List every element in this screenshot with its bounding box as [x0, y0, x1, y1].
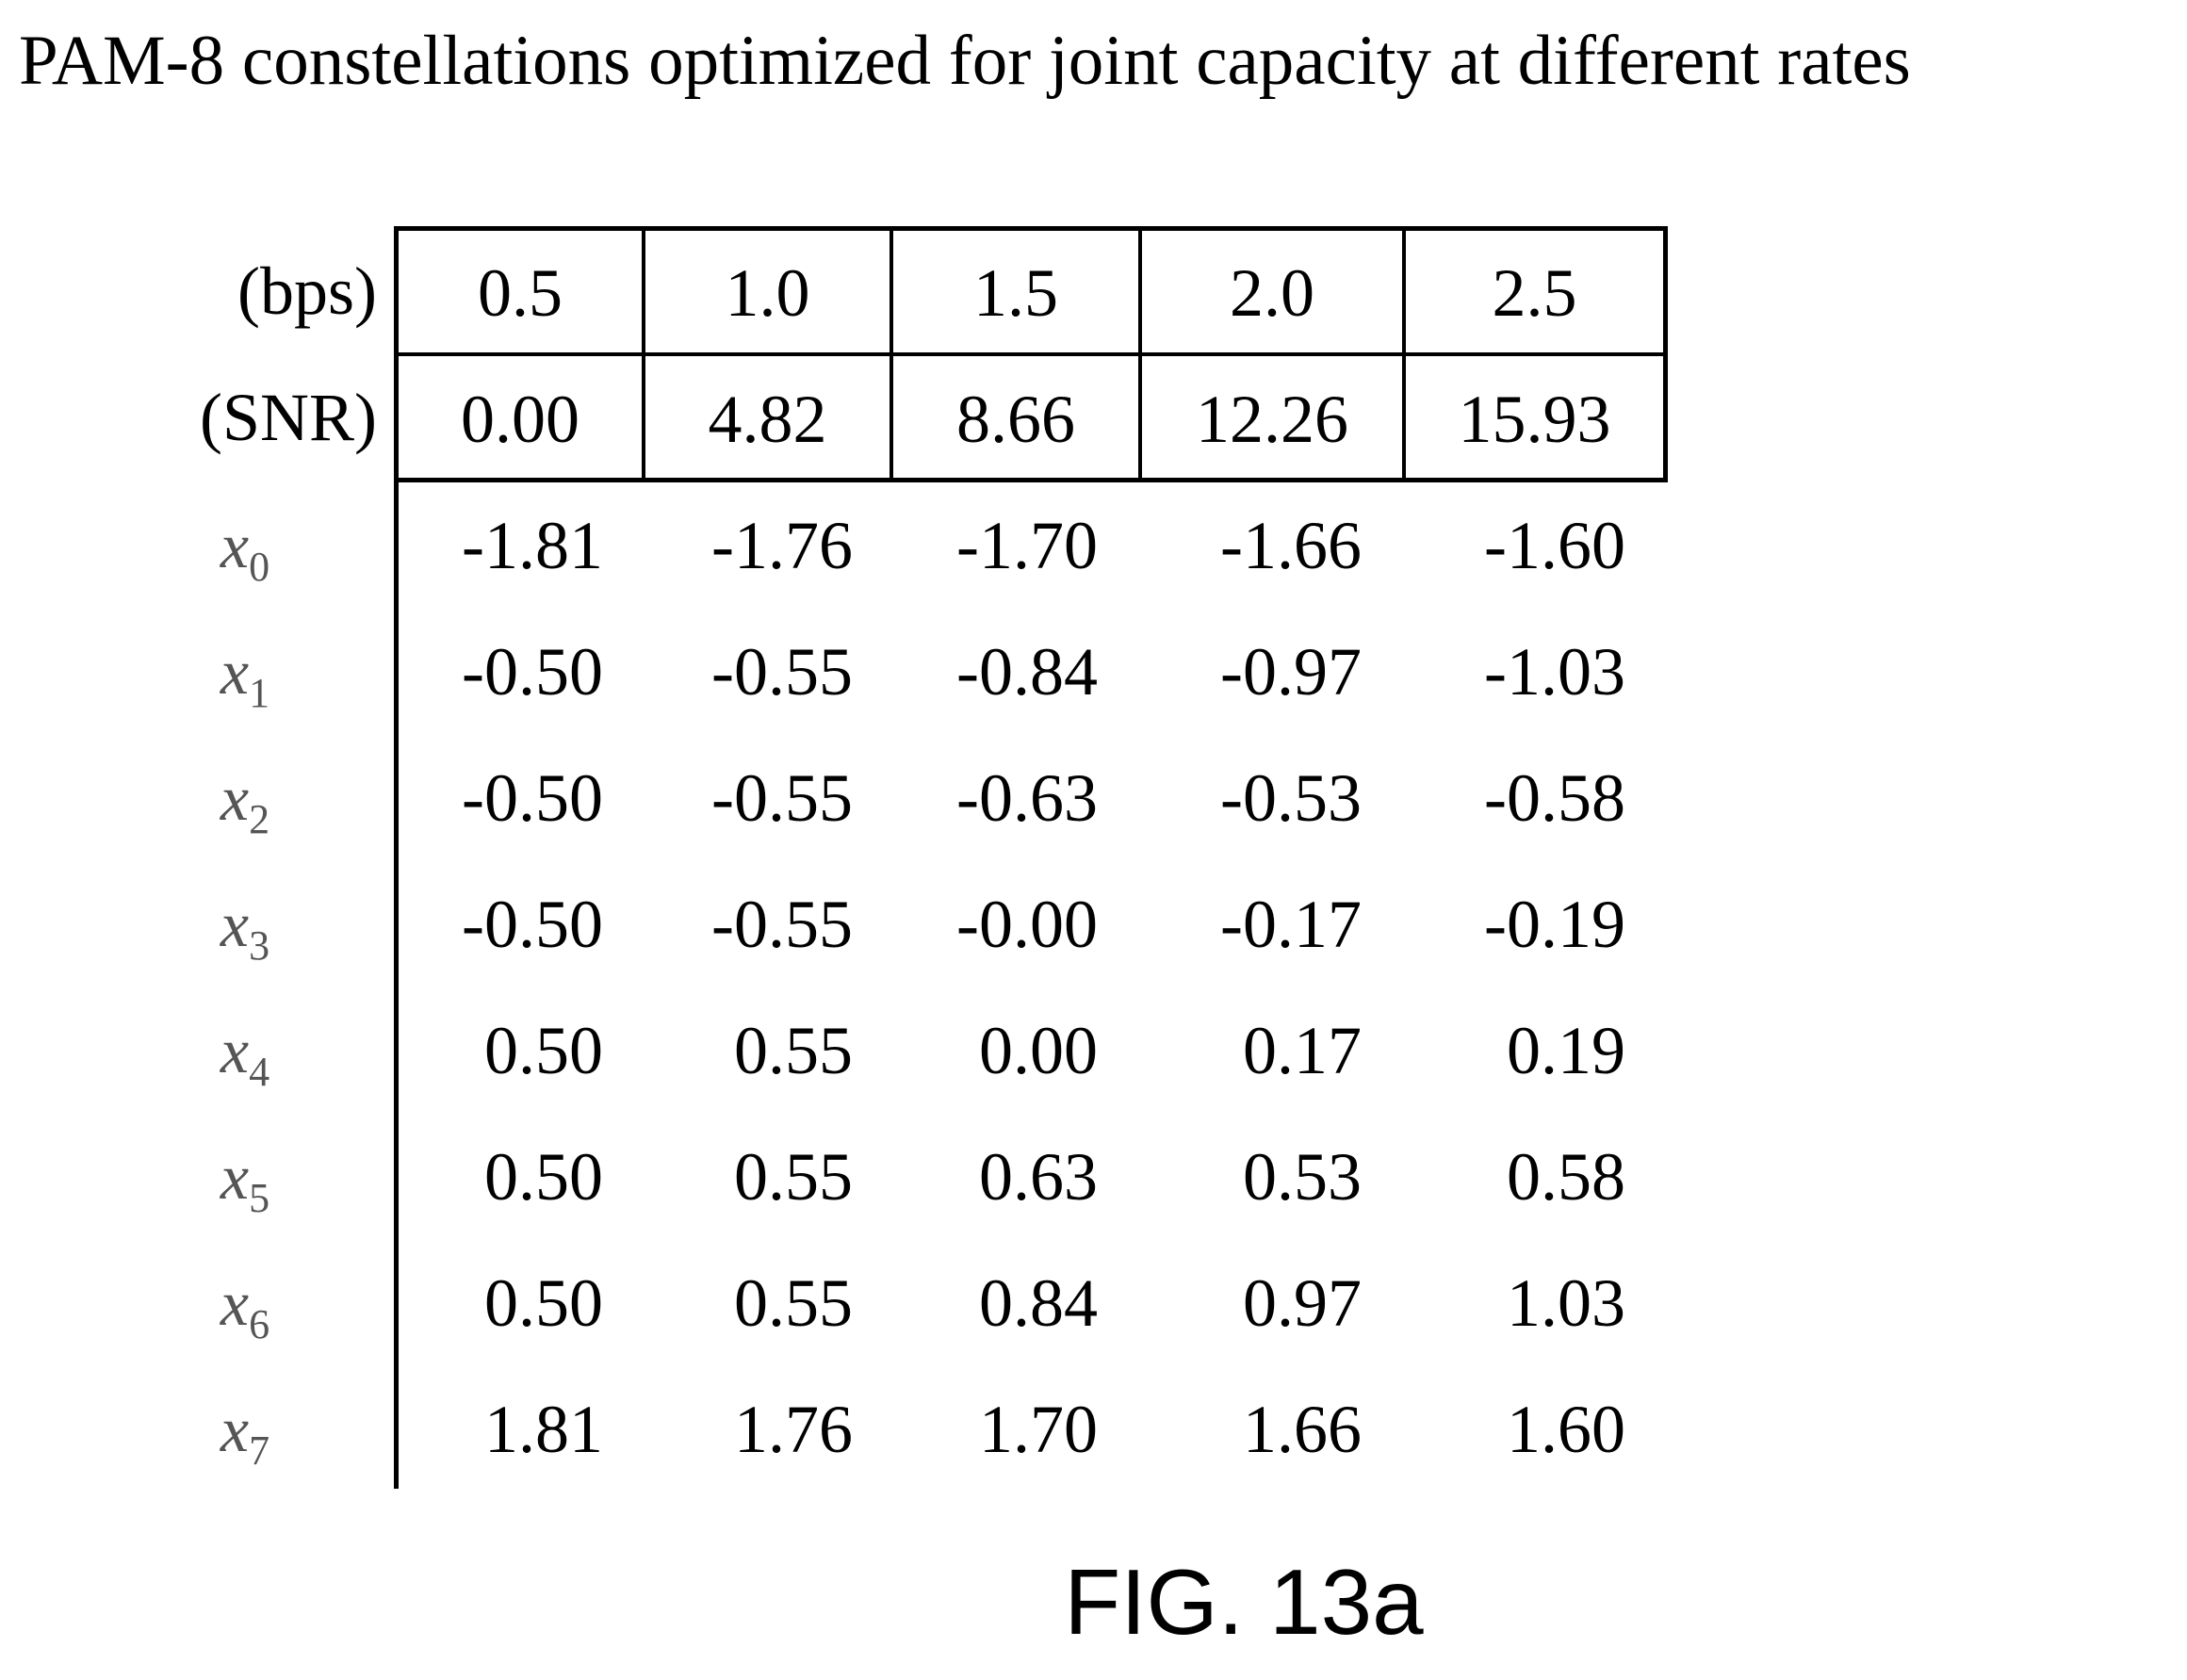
bps-cell: 1.5: [973, 255, 1058, 331]
snr-cell: 15.93: [1458, 382, 1611, 457]
table-cell: -0.55: [711, 887, 853, 962]
row-label: x2: [220, 762, 270, 842]
header-row-divider: [394, 352, 1668, 356]
row-label-divider: [394, 476, 399, 1489]
table-cell: 1.03: [1507, 1265, 1625, 1341]
column-divider: [1138, 226, 1142, 482]
table-cell: 0.53: [1243, 1139, 1362, 1215]
bps-label: (bps): [237, 253, 377, 329]
table-cell: -0.55: [711, 634, 853, 710]
snr-cell: 8.66: [956, 382, 1075, 457]
column-divider: [1402, 226, 1406, 482]
table-cell: 0.55: [734, 1139, 853, 1215]
table-cell: 0.19: [1507, 1013, 1625, 1088]
table-cell: 0.63: [979, 1139, 1098, 1215]
bps-cell: 2.0: [1230, 255, 1314, 331]
table-cell: -0.58: [1484, 760, 1625, 836]
table-cell: -1.76: [711, 508, 853, 583]
page-title: PAM-8 constellations optimized for joint…: [19, 22, 1911, 100]
column-divider: [889, 226, 893, 482]
table-cell: 0.50: [484, 1013, 603, 1088]
table-cell: 0.55: [734, 1013, 853, 1088]
table-cell: -0.55: [711, 760, 853, 836]
table-cell: 0.50: [484, 1265, 603, 1341]
row-label: x0: [220, 510, 270, 590]
table-cell: 0.17: [1243, 1013, 1362, 1088]
row-label: x3: [220, 889, 270, 969]
table-cell: 0.55: [734, 1265, 853, 1341]
table-cell: -0.50: [462, 634, 603, 710]
table-cell: -0.00: [956, 887, 1098, 962]
table-cell: 0.00: [979, 1013, 1098, 1088]
bps-cell: 0.5: [478, 255, 563, 331]
table-cell: 0.50: [484, 1139, 603, 1215]
table-cell: 0.58: [1507, 1139, 1625, 1215]
column-divider: [642, 226, 645, 482]
table-cell: 1.76: [734, 1392, 853, 1467]
row-label: x4: [220, 1015, 270, 1095]
table-cell: -1.03: [1484, 634, 1625, 710]
row-label: x5: [220, 1141, 270, 1221]
bps-cell: 1.0: [725, 255, 810, 331]
table-cell: -1.70: [956, 508, 1098, 583]
row-label: x1: [220, 636, 270, 716]
table-cell: 1.60: [1507, 1392, 1625, 1467]
figure-caption: FIG. 13a: [1064, 1550, 1424, 1654]
snr-label: (SNR): [199, 380, 377, 455]
table-cell: -0.50: [462, 760, 603, 836]
table-cell: -1.66: [1220, 508, 1362, 583]
table-cell: 0.97: [1243, 1265, 1362, 1341]
table-cell: -0.50: [462, 887, 603, 962]
snr-cell: 4.82: [708, 382, 827, 457]
row-label: x6: [220, 1267, 270, 1347]
snr-cell: 12.26: [1196, 382, 1348, 457]
snr-cell: 0.00: [461, 382, 579, 457]
table-cell: -0.17: [1220, 887, 1362, 962]
table-cell: 1.66: [1243, 1392, 1362, 1467]
row-label: x7: [220, 1394, 270, 1474]
table-cell: -0.63: [956, 760, 1098, 836]
table-cell: -0.97: [1220, 634, 1362, 710]
table-cell: -1.60: [1484, 508, 1625, 583]
table-cell: -1.81: [462, 508, 603, 583]
table-cell: -0.53: [1220, 760, 1362, 836]
table-cell: 0.84: [979, 1265, 1098, 1341]
table-cell: 1.81: [484, 1392, 603, 1467]
bps-cell: 2.5: [1492, 255, 1577, 331]
table-cell: 1.70: [979, 1392, 1098, 1467]
table-cell: -0.84: [956, 634, 1098, 710]
table-cell: -0.19: [1484, 887, 1625, 962]
